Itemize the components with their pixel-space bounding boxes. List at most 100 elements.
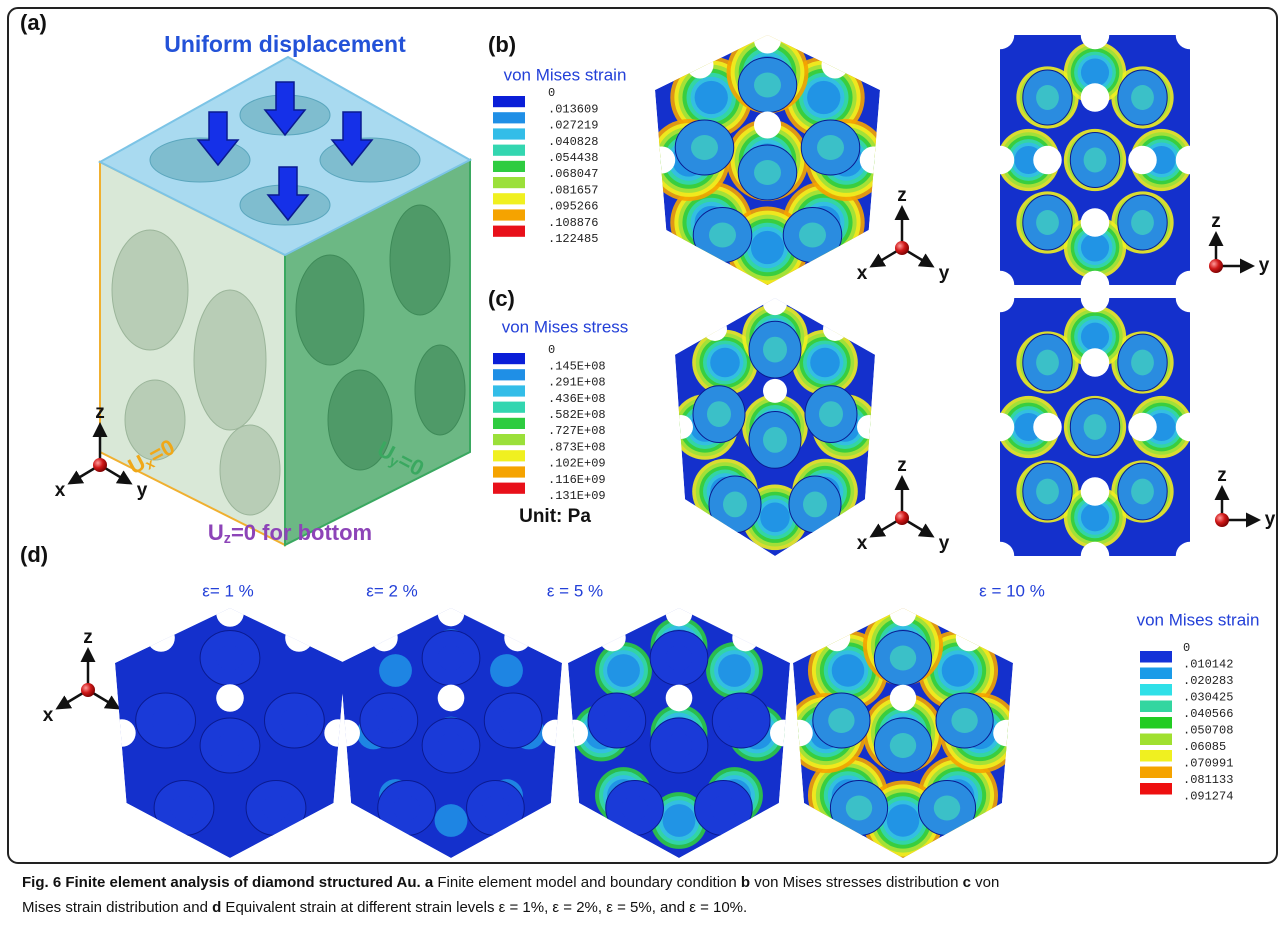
axis-label: y: [939, 263, 950, 284]
lattice-void: [216, 599, 244, 627]
legend-level: .068047: [548, 167, 598, 181]
node-core: [709, 223, 736, 248]
lattice-void: [382, 832, 409, 859]
node-core: [707, 401, 731, 427]
node-core: [803, 492, 827, 518]
lattice-void: [1033, 146, 1062, 175]
axis-label: z: [897, 455, 907, 476]
lattice-void: [687, 52, 714, 79]
node-core: [691, 135, 718, 160]
strain-band: [435, 804, 468, 837]
legend-swatch: [493, 353, 525, 364]
cube-void: [194, 290, 266, 430]
lattice-void: [1128, 146, 1157, 175]
lattice-void: [1081, 271, 1110, 300]
lattice-void: [1081, 208, 1110, 237]
legend-level: 0: [548, 343, 555, 357]
lattice-void: [810, 259, 837, 286]
strain-band: [807, 81, 840, 114]
legend-level: .095266: [548, 200, 598, 214]
strain-band: [490, 654, 523, 687]
legend-level: .727E+08: [548, 424, 606, 438]
lattice-void: [986, 542, 1015, 571]
legend-level: .050708: [1183, 724, 1233, 738]
node-core: [1131, 210, 1154, 235]
lattice-void: [890, 685, 916, 711]
node-core: [890, 733, 916, 758]
lattice-void: [713, 531, 737, 555]
legend-title: von Mises strain: [1137, 610, 1260, 629]
panel-label: (a): [20, 10, 47, 35]
caption-segment: d: [212, 899, 221, 916]
lattice-void: [986, 271, 1015, 300]
legend-level: .030425: [1183, 691, 1233, 705]
node-core: [799, 223, 826, 248]
axis-label: z: [1211, 211, 1221, 232]
legend-swatch: [493, 226, 525, 237]
node-core: [763, 427, 787, 453]
lattice-void: [504, 625, 531, 652]
lattice-render: [561, 600, 796, 859]
legend-swatch: [493, 177, 525, 188]
lattice-void: [860, 147, 887, 174]
panel-label: (d): [20, 542, 48, 567]
axis-label: y: [939, 533, 950, 554]
caption-segment: Mises strain distribution and: [22, 899, 212, 916]
lattice-void: [561, 720, 588, 747]
lattice-void: [986, 413, 1015, 442]
legend-level: .091274: [1183, 790, 1233, 804]
node-core: [604, 708, 631, 733]
lattice-void: [438, 600, 465, 627]
lattice-void: [1081, 21, 1110, 50]
strain-band: [1081, 58, 1109, 86]
lattice-void: [703, 317, 727, 341]
legend-swatch: [493, 402, 525, 413]
node-core: [216, 733, 244, 758]
node-core: [666, 733, 693, 758]
lattice-void: [770, 720, 797, 747]
lattice-void: [813, 531, 837, 555]
lattice-void: [763, 379, 787, 403]
lattice-void: [666, 600, 693, 627]
lattice-void: [371, 625, 398, 652]
node-core: [846, 796, 872, 821]
lattice-void: [666, 685, 693, 712]
lattice-void: [1176, 271, 1205, 300]
lattice-void: [648, 147, 675, 174]
legend-swatch: [1140, 668, 1172, 680]
legend-level: 0: [548, 86, 555, 100]
lattice-void: [786, 720, 812, 746]
axis-origin: [93, 458, 107, 472]
axis-origin: [1215, 513, 1229, 527]
legend-swatch: [493, 434, 525, 445]
node-core: [754, 73, 781, 98]
lattice-void: [1176, 146, 1205, 175]
node-core: [754, 160, 781, 185]
node-core: [1036, 479, 1059, 505]
label-rest: =0 for bottom: [231, 520, 372, 545]
node-core: [951, 708, 977, 733]
node-core: [262, 796, 290, 821]
node-core: [890, 646, 916, 671]
strain-band: [379, 654, 412, 687]
node-core: [934, 796, 960, 821]
panel-label: (b): [488, 32, 516, 57]
axis-label: y: [1259, 255, 1270, 276]
legend-swatch: [493, 193, 525, 204]
lattice-void: [1176, 542, 1205, 571]
legend-swatch: [1140, 734, 1172, 746]
legend-level: .436E+08: [548, 392, 606, 406]
legend-level: .116E+09: [548, 473, 606, 487]
legend-swatch: [1140, 651, 1172, 663]
legend-level: .010142: [1183, 658, 1233, 672]
axis-label: z: [1217, 465, 1227, 486]
caption-segment: c: [963, 874, 971, 891]
caption-segment: b: [741, 874, 750, 891]
node-core: [438, 733, 465, 758]
node-core: [1084, 414, 1107, 440]
strain-level-label: ε= 2 %: [366, 581, 418, 600]
axis-label: z: [897, 185, 907, 206]
node-core: [500, 708, 527, 733]
unit-label: Unit: Pa: [519, 506, 591, 527]
node-core: [828, 708, 854, 733]
